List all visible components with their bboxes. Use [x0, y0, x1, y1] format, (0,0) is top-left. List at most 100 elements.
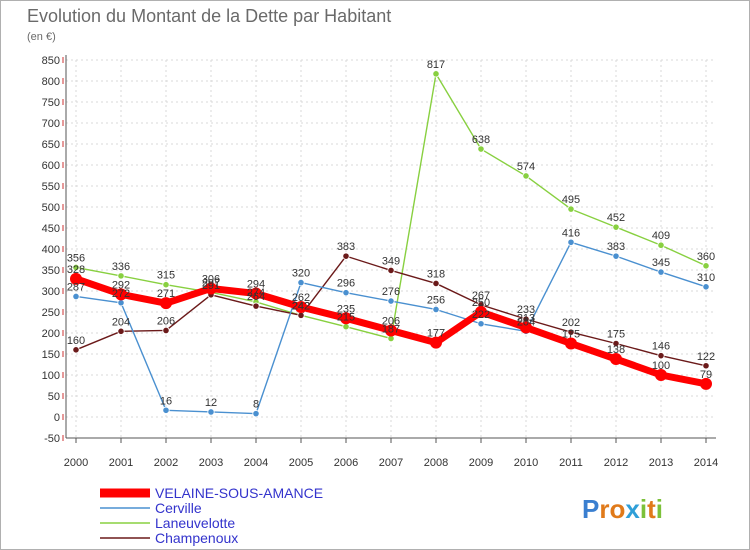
data-point — [72, 263, 80, 272]
y-tick-label: 500 — [42, 202, 60, 214]
data-point — [657, 268, 665, 276]
x-tick-label: 2012 — [604, 457, 628, 469]
data-label: 287 — [67, 281, 85, 293]
data-point — [700, 377, 712, 390]
data-label: 100 — [652, 360, 670, 372]
data-point — [657, 352, 665, 360]
data-label: 79 — [700, 369, 712, 381]
data-point — [117, 272, 125, 280]
y-tick-label: 150 — [42, 349, 60, 361]
data-label: 574 — [517, 161, 535, 173]
legend-label: Cerville — [155, 500, 202, 516]
data-label: 264 — [247, 291, 265, 303]
data-point — [522, 172, 530, 180]
data-point — [117, 327, 125, 335]
data-label: 452 — [607, 212, 625, 224]
data-label: 242 — [292, 300, 310, 312]
data-label: 206 — [382, 315, 400, 327]
x-tick-label: 2003 — [199, 457, 223, 469]
data-point — [702, 262, 710, 270]
data-point — [567, 328, 575, 336]
data-point — [252, 302, 260, 310]
legend-label: Laneuvelotte — [155, 515, 235, 531]
data-point — [297, 311, 305, 319]
data-point — [702, 362, 710, 370]
data-label: 146 — [652, 341, 670, 353]
data-label: 294 — [247, 279, 265, 291]
data-point — [430, 336, 442, 349]
x-tick-label: 2014 — [694, 457, 718, 469]
data-point — [612, 223, 620, 231]
data-label: 328 — [67, 264, 85, 276]
data-label: 177 — [427, 328, 445, 340]
data-point — [297, 278, 305, 287]
legend-label: Champenoux — [155, 530, 238, 546]
data-label: 267 — [472, 290, 490, 302]
data-point — [295, 300, 307, 313]
y-tick-label: -50 — [44, 433, 60, 445]
series-layer — [70, 70, 712, 418]
data-label: 235 — [337, 303, 355, 315]
data-label: 291 — [202, 280, 220, 292]
data-label: 12 — [205, 397, 217, 409]
data-label: 320 — [292, 268, 310, 280]
data-point — [342, 323, 350, 331]
data-point — [657, 241, 665, 249]
data-label: 383 — [607, 241, 625, 253]
data-point — [70, 272, 82, 285]
data-label: 274 — [247, 287, 265, 299]
y-tick-label: 550 — [42, 181, 60, 193]
x-tick-label: 2013 — [649, 457, 673, 469]
data-label: 8 — [253, 399, 259, 411]
y-tick-label: 600 — [42, 160, 60, 172]
data-label: 222 — [472, 309, 490, 321]
data-point — [655, 369, 667, 381]
proxiti-logo-text: Proxiti — [582, 494, 663, 524]
data-point — [162, 406, 170, 414]
legend: VELAINE-SOUS-AMANCECervilleLaneuvelotteC… — [100, 485, 323, 546]
data-label: 817 — [427, 59, 445, 71]
data-label: 409 — [652, 230, 670, 242]
data-label: 495 — [562, 194, 580, 206]
data-point — [432, 305, 440, 314]
data-label: 175 — [607, 329, 625, 341]
data-point — [477, 145, 485, 153]
x-tick-label: 2004 — [244, 457, 268, 469]
label-layer: 328 292 271 306 294 262 235 206 177 250 213 175 138 1… — [67, 59, 715, 411]
data-label: 233 — [517, 304, 535, 316]
y-tick-label: 100 — [42, 370, 60, 382]
data-point — [610, 353, 622, 366]
data-label: 349 — [382, 255, 400, 267]
data-label: 175 — [562, 329, 580, 341]
data-point — [72, 346, 80, 354]
data-label: 297 — [202, 277, 220, 289]
axis-layer: -50 0 50 100 150 200 250 300 350 400 450 500 550 600 6… — [42, 55, 718, 469]
data-label: 16 — [160, 395, 172, 407]
data-label: 296 — [337, 278, 355, 290]
data-point — [702, 283, 710, 291]
data-label: 318 — [427, 268, 445, 280]
data-label: 638 — [472, 134, 490, 146]
data-point — [207, 408, 215, 416]
y-tick-label: 350 — [42, 265, 60, 277]
data-label: 306 — [202, 273, 220, 285]
y-tick-label: 0 — [54, 412, 60, 424]
data-point — [250, 287, 262, 300]
x-tick-label: 2008 — [424, 457, 448, 469]
y-tick-label: 700 — [42, 118, 60, 130]
data-point — [205, 282, 217, 295]
data-point — [117, 299, 125, 307]
data-point — [477, 320, 485, 328]
y-tick-label: 750 — [42, 97, 60, 109]
data-point — [72, 292, 80, 301]
y-tick-label: 800 — [42, 76, 60, 88]
data-point — [432, 279, 440, 288]
data-label: 356 — [67, 252, 85, 264]
data-point — [162, 326, 170, 335]
data-point — [432, 70, 440, 78]
x-tick-label: 2006 — [334, 457, 358, 469]
data-label: 213 — [517, 313, 535, 325]
